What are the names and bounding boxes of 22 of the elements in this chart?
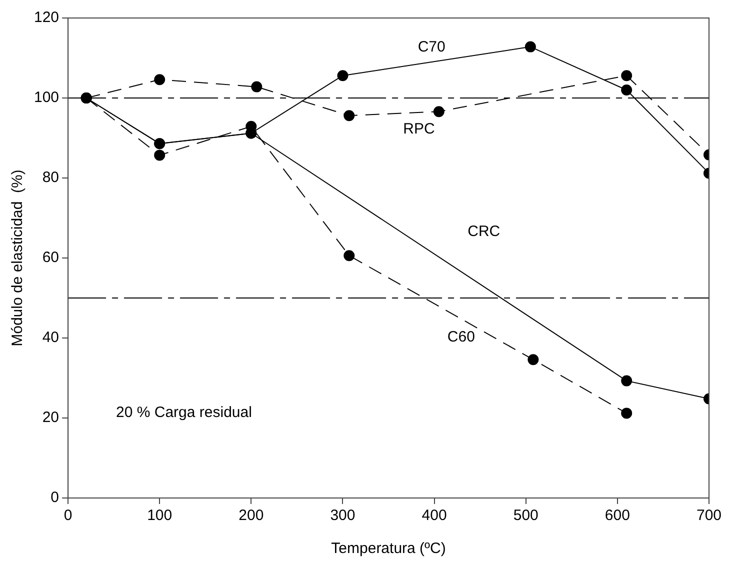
x-tick-label: 600 [604,507,630,524]
series-label: C70 [418,38,446,56]
x-tick-label: 100 [147,507,172,524]
series-label: RPC [403,120,436,138]
x-tick-label: 400 [422,507,447,524]
y-tick-label: 60 [42,249,60,266]
y-tick-label: 40 [42,329,60,346]
annotation: 20 % Carga residual [116,404,252,422]
x-tick-label: 700 [696,507,722,524]
y-axis-title: Módulo de elasticidad (%) [9,170,26,346]
series-label: CRC [468,223,500,240]
x-tick-label: 200 [238,507,264,524]
y-tick-label: 80 [42,169,60,186]
y-tick-label: 20 [42,409,60,426]
x-tick-label: 0 [64,507,72,524]
x-axis-title: Temperatura (ºC) [331,540,446,558]
y-tick-label: 0 [50,489,60,506]
y-tick-label: 100 [34,89,60,106]
y-tick-label: 120 [34,9,60,26]
series-label: C60 [447,328,475,346]
x-tick-label: 500 [513,507,538,524]
x-tick-label: 300 [330,507,356,524]
